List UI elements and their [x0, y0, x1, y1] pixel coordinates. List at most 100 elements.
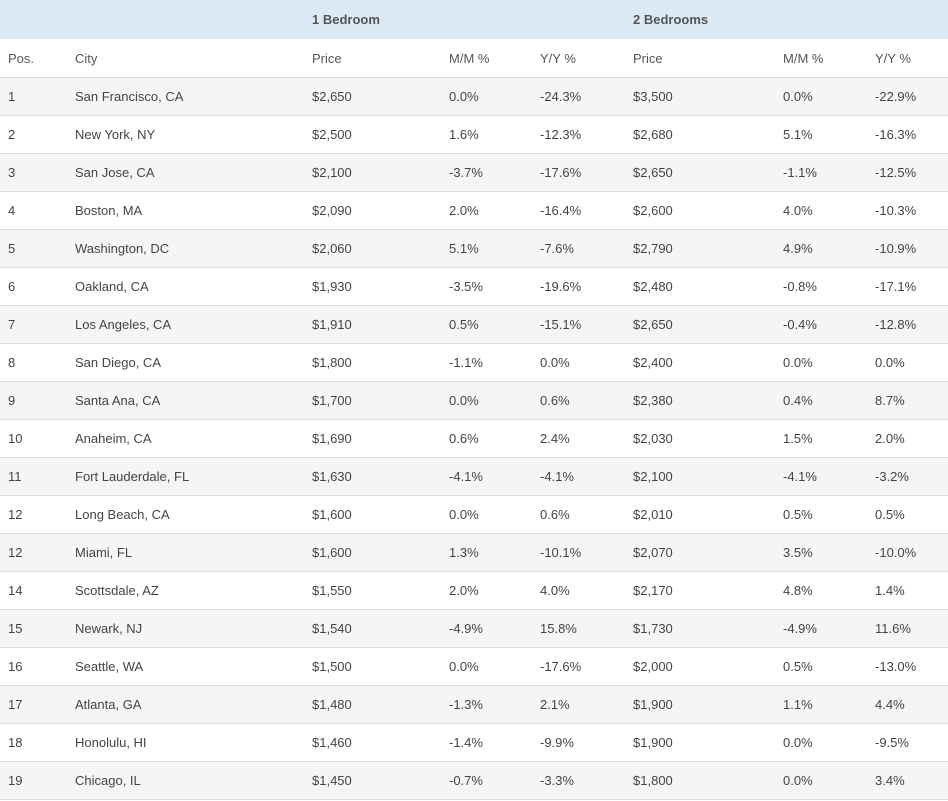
cell-pos: 19 — [0, 761, 67, 800]
cell-city: Scottsdale, AZ — [67, 571, 304, 610]
group-header-row: 1 Bedroom 2 Bedrooms — [0, 0, 948, 39]
cell-mm-1br: 2.0% — [441, 191, 532, 230]
cell-price-1br: $2,650 — [304, 77, 441, 116]
table-row: 14 Scottsdale, AZ $1,550 2.0% 4.0% $2,170 4.8%… — [0, 571, 948, 610]
cell-pos: 6 — [0, 267, 67, 306]
cell-mm-2br: 4.9% — [775, 229, 868, 268]
table-row: 3 San Jose, CA $2,100 -3.7% -17.6% $2,650 -1.1… — [0, 153, 948, 192]
cell-city: Chicago, IL — [67, 761, 304, 800]
cell-pos: 16 — [0, 647, 67, 686]
column-header-pos[interactable]: Pos. — [0, 39, 67, 78]
cell-city: Santa Ana, CA — [67, 381, 304, 420]
cell-pos: 3 — [0, 153, 67, 192]
cell-mm-1br: -1.1% — [441, 343, 532, 382]
cell-yy-1br: -3.3% — [532, 761, 626, 800]
cell-city: San Jose, CA — [67, 153, 304, 192]
cell-price-1br: $1,540 — [304, 609, 441, 648]
cell-mm-1br: 0.0% — [441, 495, 532, 534]
table-row: 19 Chicago, IL $1,450 -0.7% -3.3% $1,800 0.0% 3… — [0, 761, 948, 800]
cell-yy-1br: 4.0% — [532, 571, 626, 610]
column-header-yy-1br[interactable]: Y/Y % — [532, 39, 626, 78]
cell-price-1br: $1,550 — [304, 571, 441, 610]
cell-price-2br: $2,790 — [625, 229, 776, 268]
cell-city: Los Angeles, CA — [67, 305, 304, 344]
table-row: 9 Santa Ana, CA $1,700 0.0% 0.6% $2,380 0.4% 8.… — [0, 381, 948, 420]
cell-mm-2br: 0.0% — [775, 343, 868, 382]
cell-price-1br: $1,910 — [304, 305, 441, 344]
column-header-price-2br[interactable]: Price — [625, 39, 776, 78]
cell-yy-1br: -4.1% — [532, 457, 626, 496]
cell-yy-2br: -12.8% — [867, 305, 948, 344]
cell-city: Fort Lauderdale, FL — [67, 457, 304, 496]
cell-mm-2br: -0.4% — [775, 305, 868, 344]
cell-price-2br: $2,680 — [625, 115, 776, 154]
cell-price-1br: $1,450 — [304, 761, 441, 800]
table-row: 4 Boston, MA $2,090 2.0% -16.4% $2,600 4.0% -10… — [0, 191, 948, 230]
cell-yy-1br: -10.1% — [532, 533, 626, 572]
cell-yy-2br: 11.6% — [867, 609, 948, 648]
cell-city: Miami, FL — [67, 533, 304, 572]
cell-price-1br: $1,600 — [304, 533, 441, 572]
group-header-two-bedrooms: 2 Bedrooms — [625, 0, 948, 39]
cell-mm-1br: 0.0% — [441, 381, 532, 420]
column-header-mm-2br[interactable]: M/M % — [775, 39, 868, 78]
table-row: 10 Anaheim, CA $1,690 0.6% 2.4% $2,030 1.5% 2.0… — [0, 419, 948, 458]
cell-price-2br: $2,070 — [625, 533, 776, 572]
cell-mm-2br: -1.1% — [775, 153, 868, 192]
cell-price-1br: $1,460 — [304, 723, 441, 762]
table-row: 18 Honolulu, HI $1,460 -1.4% -9.9% $1,900 0.0%… — [0, 723, 948, 762]
cell-mm-2br: 0.0% — [775, 723, 868, 762]
cell-yy-1br: -12.3% — [532, 115, 626, 154]
cell-price-1br: $2,100 — [304, 153, 441, 192]
cell-mm-1br: 0.6% — [441, 419, 532, 458]
cell-price-2br: $2,400 — [625, 343, 776, 382]
column-header-price-1br[interactable]: Price — [304, 39, 441, 78]
cell-pos: 12 — [0, 495, 67, 534]
cell-price-2br: $2,010 — [625, 495, 776, 534]
cell-yy-1br: -17.6% — [532, 153, 626, 192]
cell-price-1br: $1,800 — [304, 343, 441, 382]
cell-price-1br: $1,480 — [304, 685, 441, 724]
cell-yy-1br: -24.3% — [532, 77, 626, 116]
table-row: 8 San Diego, CA $1,800 -1.1% 0.0% $2,400 0.0% 0… — [0, 343, 948, 382]
cell-price-2br: $2,380 — [625, 381, 776, 420]
cell-yy-1br: 2.4% — [532, 419, 626, 458]
cell-mm-2br: 0.5% — [775, 495, 868, 534]
cell-city: San Diego, CA — [67, 343, 304, 382]
cell-pos: 17 — [0, 685, 67, 724]
cell-yy-1br: 0.6% — [532, 495, 626, 534]
cell-mm-2br: 0.5% — [775, 647, 868, 686]
cell-city: Honolulu, HI — [67, 723, 304, 762]
cell-mm-1br: -1.4% — [441, 723, 532, 762]
table-row: 15 Newark, NJ $1,540 -4.9% 15.8% $1,730 -4.9% 1… — [0, 609, 948, 648]
cell-mm-2br: -4.1% — [775, 457, 868, 496]
cell-pos: 5 — [0, 229, 67, 268]
cell-pos: 15 — [0, 609, 67, 648]
cell-mm-1br: -0.7% — [441, 761, 532, 800]
table-row: 2 New York, NY $2,500 1.6% -12.3% $2,680 5.1% -… — [0, 115, 948, 154]
cell-price-2br: $2,480 — [625, 267, 776, 306]
column-header-mm-1br[interactable]: M/M % — [441, 39, 532, 78]
cell-pos: 7 — [0, 305, 67, 344]
cell-price-2br: $1,900 — [625, 723, 776, 762]
column-header-yy-2br[interactable]: Y/Y % — [867, 39, 948, 78]
cell-mm-2br: 0.0% — [775, 761, 868, 800]
cell-city: Long Beach, CA — [67, 495, 304, 534]
cell-mm-1br: 2.0% — [441, 571, 532, 610]
cell-mm-1br: -4.1% — [441, 457, 532, 496]
cell-yy-2br: 0.5% — [867, 495, 948, 534]
column-header-city[interactable]: City — [67, 39, 304, 78]
table-row: 17 Atlanta, GA $1,480 -1.3% 2.1% $1,900 1.1% 4.… — [0, 685, 948, 724]
cell-price-1br: $2,090 — [304, 191, 441, 230]
cell-mm-2br: 4.8% — [775, 571, 868, 610]
group-header-one-bedroom: 1 Bedroom — [304, 0, 626, 39]
cell-price-1br: $2,060 — [304, 229, 441, 268]
cell-mm-1br: 1.6% — [441, 115, 532, 154]
group-header-empty — [0, 0, 67, 39]
cell-mm-2br: -4.9% — [775, 609, 868, 648]
cell-mm-2br: 5.1% — [775, 115, 868, 154]
cell-yy-2br: -13.0% — [867, 647, 948, 686]
cell-pos: 8 — [0, 343, 67, 382]
table-row: 1 San Francisco, CA $2,650 0.0% -24.3% $3,500… — [0, 77, 948, 116]
cell-city: San Francisco, CA — [67, 77, 304, 116]
